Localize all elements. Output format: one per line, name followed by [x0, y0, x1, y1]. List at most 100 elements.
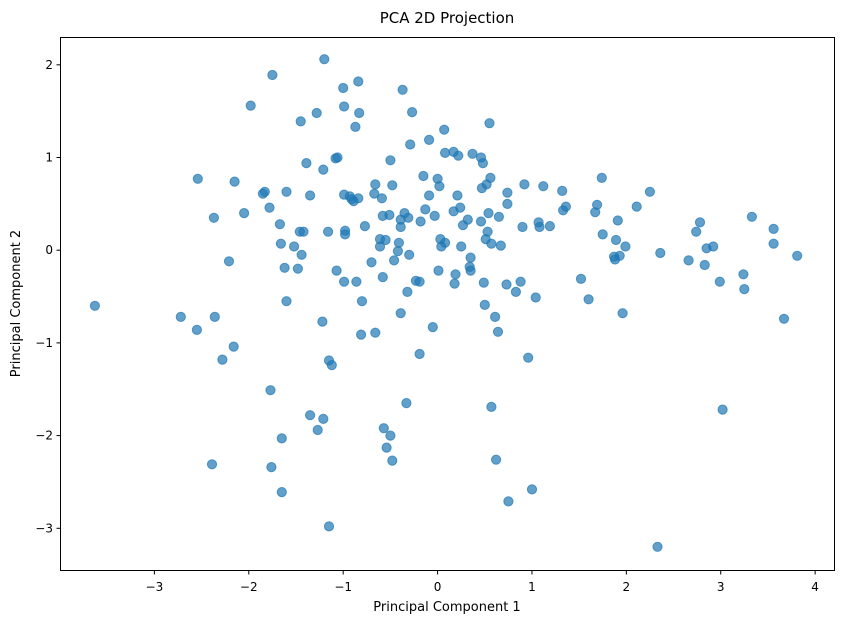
scatter-point — [356, 296, 368, 307]
scatter-point — [318, 413, 329, 424]
scatter-point — [377, 272, 388, 283]
scatter-point — [418, 170, 429, 182]
scatter-point — [292, 263, 303, 274]
scatter-point — [502, 198, 513, 209]
scatter-point — [429, 210, 440, 221]
scatter-point — [229, 176, 240, 187]
scatter-point — [374, 241, 386, 252]
x-tick-label: −1 — [334, 580, 352, 594]
scatter-point — [323, 226, 334, 237]
scatter-point — [475, 216, 487, 227]
scatter-point — [449, 278, 460, 289]
scatter-point — [339, 101, 350, 112]
scatter-point — [397, 84, 408, 95]
scatter-point — [655, 247, 666, 259]
y-axis-label: Principal Component 2 — [9, 230, 24, 377]
scatter-point — [359, 221, 370, 232]
scatter-point — [483, 208, 494, 219]
scatter-point — [652, 541, 663, 552]
scatter-point — [738, 269, 749, 280]
scatter-point — [402, 286, 413, 297]
scatter-point — [455, 202, 466, 213]
scatter-point — [467, 148, 478, 159]
y-tick-label: 0 — [45, 243, 53, 257]
scatter-point — [381, 442, 392, 453]
scatter-point — [424, 190, 435, 201]
scatter-point — [387, 455, 398, 466]
scatter-point — [683, 255, 694, 266]
scatter-point — [385, 155, 396, 166]
scatter-point — [340, 229, 351, 240]
x-tick-label: 2 — [623, 580, 631, 594]
scatter-point — [434, 181, 445, 192]
scatter-point — [274, 219, 285, 230]
scatter-point — [317, 316, 328, 327]
scatter-point — [376, 193, 387, 204]
scatter-point — [691, 226, 702, 237]
scatter-point — [296, 249, 307, 260]
scatter-point — [393, 237, 404, 248]
x-tick-label: 1 — [528, 580, 536, 594]
scatter-point — [366, 257, 377, 268]
scatter-point — [217, 354, 228, 365]
scatter-point — [768, 223, 779, 234]
scatter-point — [517, 221, 528, 233]
scatter-point — [305, 190, 316, 201]
scatter-point — [768, 238, 779, 249]
scatter-point — [484, 118, 495, 129]
scatter-point — [281, 186, 292, 197]
scatter-point — [699, 259, 710, 271]
scatter-point — [526, 484, 538, 495]
y-tick-label: 2 — [45, 58, 53, 72]
scatter-point — [279, 262, 290, 273]
scatter-point — [439, 124, 450, 135]
scatter-point — [477, 158, 488, 169]
scatter-point — [351, 276, 362, 287]
scatter-point — [560, 201, 572, 212]
scatter-point — [583, 294, 594, 305]
scatter-point — [538, 181, 549, 192]
scatter-point — [405, 139, 416, 150]
scatter-point — [389, 255, 400, 266]
scatter-point — [486, 238, 497, 249]
scatter-point — [318, 164, 329, 175]
scatter-point — [452, 190, 463, 201]
scatter-point — [746, 211, 758, 222]
scatter-point — [503, 496, 514, 507]
scatter-point — [523, 352, 534, 363]
scatter-point — [401, 398, 412, 409]
scatter-point — [414, 276, 425, 287]
scatter-point — [259, 186, 270, 197]
scatter-point — [228, 341, 239, 352]
scatter-point — [792, 250, 803, 261]
scatter-point — [370, 327, 381, 338]
scatter-point — [223, 256, 235, 267]
scatter-point — [530, 292, 541, 303]
scatter-point — [239, 208, 250, 219]
scatter-point — [490, 311, 501, 322]
scatter-point — [544, 221, 556, 232]
scatter-point — [440, 147, 451, 158]
scatter-point — [387, 180, 398, 191]
scatter-point — [311, 107, 322, 119]
scatter-point — [456, 241, 467, 252]
scatter-point — [289, 241, 300, 252]
scatter-point — [427, 322, 438, 333]
scatter-point — [612, 215, 623, 226]
x-axis-ticks: −3 −2 −1 0 1 2 3 4 — [146, 570, 819, 594]
scatter-point — [557, 185, 568, 196]
scatter-point — [378, 423, 389, 434]
scatter-point — [275, 238, 286, 249]
scatter-point — [323, 521, 335, 532]
scatter-point — [597, 229, 608, 240]
scatter-point — [453, 150, 464, 161]
scatter-point — [510, 286, 522, 297]
x-tick-label: −3 — [146, 580, 164, 594]
scatter-point — [717, 404, 728, 415]
scatter-point — [407, 107, 418, 118]
scatter-point — [482, 226, 493, 237]
scatter-point — [350, 121, 361, 133]
scatter-point — [89, 300, 101, 311]
scatter-point — [465, 265, 476, 276]
